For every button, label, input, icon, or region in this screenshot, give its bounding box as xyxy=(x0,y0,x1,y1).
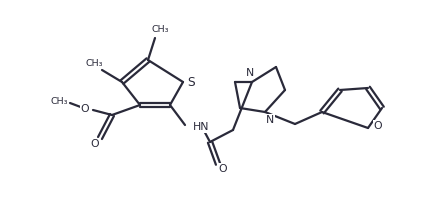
Text: O: O xyxy=(90,139,99,149)
Text: O: O xyxy=(81,104,89,114)
Text: CH₃: CH₃ xyxy=(85,58,103,68)
Text: HN: HN xyxy=(193,122,210,132)
Text: CH₃: CH₃ xyxy=(151,25,169,34)
Text: S: S xyxy=(187,75,195,88)
Text: N: N xyxy=(266,115,274,125)
Text: N: N xyxy=(246,68,254,78)
Text: O: O xyxy=(374,121,382,131)
Text: CH₃: CH₃ xyxy=(50,97,68,106)
Text: O: O xyxy=(219,164,227,174)
